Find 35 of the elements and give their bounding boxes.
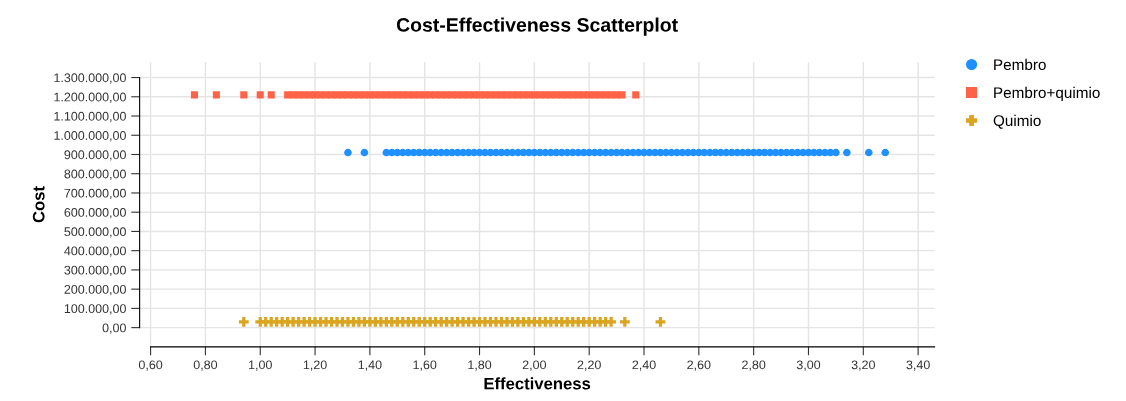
x-tick-label: 1,60 [413, 360, 437, 371]
y-tick-label: 1.200.000,00 [54, 92, 126, 103]
x-tick-label: 0,60 [138, 360, 163, 371]
chart-title: Cost-Effectiveness Scatterplot [396, 17, 678, 36]
x-tick-label: 1,00 [249, 360, 272, 371]
x-tick-label: 3,40 [906, 360, 930, 371]
x-tick-label: 3,20 [851, 360, 875, 371]
y-tick-label: 700.000,00 [64, 188, 126, 200]
y-tick-label: 500.000,00 [64, 227, 126, 238]
y-tick-label: 800.000,00 [64, 169, 126, 180]
y-tick-label: 900.000,00 [64, 150, 126, 161]
y-tick-label: 100.000,00 [64, 304, 126, 315]
x-tick-label: 0,80 [193, 360, 218, 371]
x-tick-label: 2,80 [742, 360, 766, 371]
x-tick-label: 2,60 [687, 360, 711, 371]
y-tick-label: 1.100.000,00 [54, 111, 126, 123]
y-tick-label: 600.000,00 [64, 208, 126, 219]
legend-label: Quimio [993, 114, 1041, 129]
y-axis-title: Cost [32, 186, 45, 223]
y-tick-label: 200.000,00 [64, 284, 126, 296]
x-tick-label: 2,20 [577, 360, 601, 371]
legend-label: Pembro [994, 58, 1046, 71]
legend-label: Pembro+quimio [994, 86, 1100, 102]
y-tick-label: 300.000,00 [64, 265, 126, 277]
x-tick-label: 1,40 [358, 360, 382, 371]
x-tick-label: 1,20 [303, 360, 327, 371]
y-tick-label: 1.300.000,00 [54, 73, 126, 84]
x-axis-title: Effectiveness [484, 377, 591, 390]
y-tick-label: 400.000,00 [64, 246, 126, 257]
x-tick-label: 3,00 [796, 360, 821, 371]
y-tick-label: 1.000.000,00 [54, 131, 126, 142]
y-tick-label: 0,00 [102, 323, 126, 334]
x-tick-label: 2,00 [522, 360, 547, 371]
x-tick-label: 1,80 [468, 360, 492, 371]
x-tick-label: 2,40 [632, 360, 656, 371]
